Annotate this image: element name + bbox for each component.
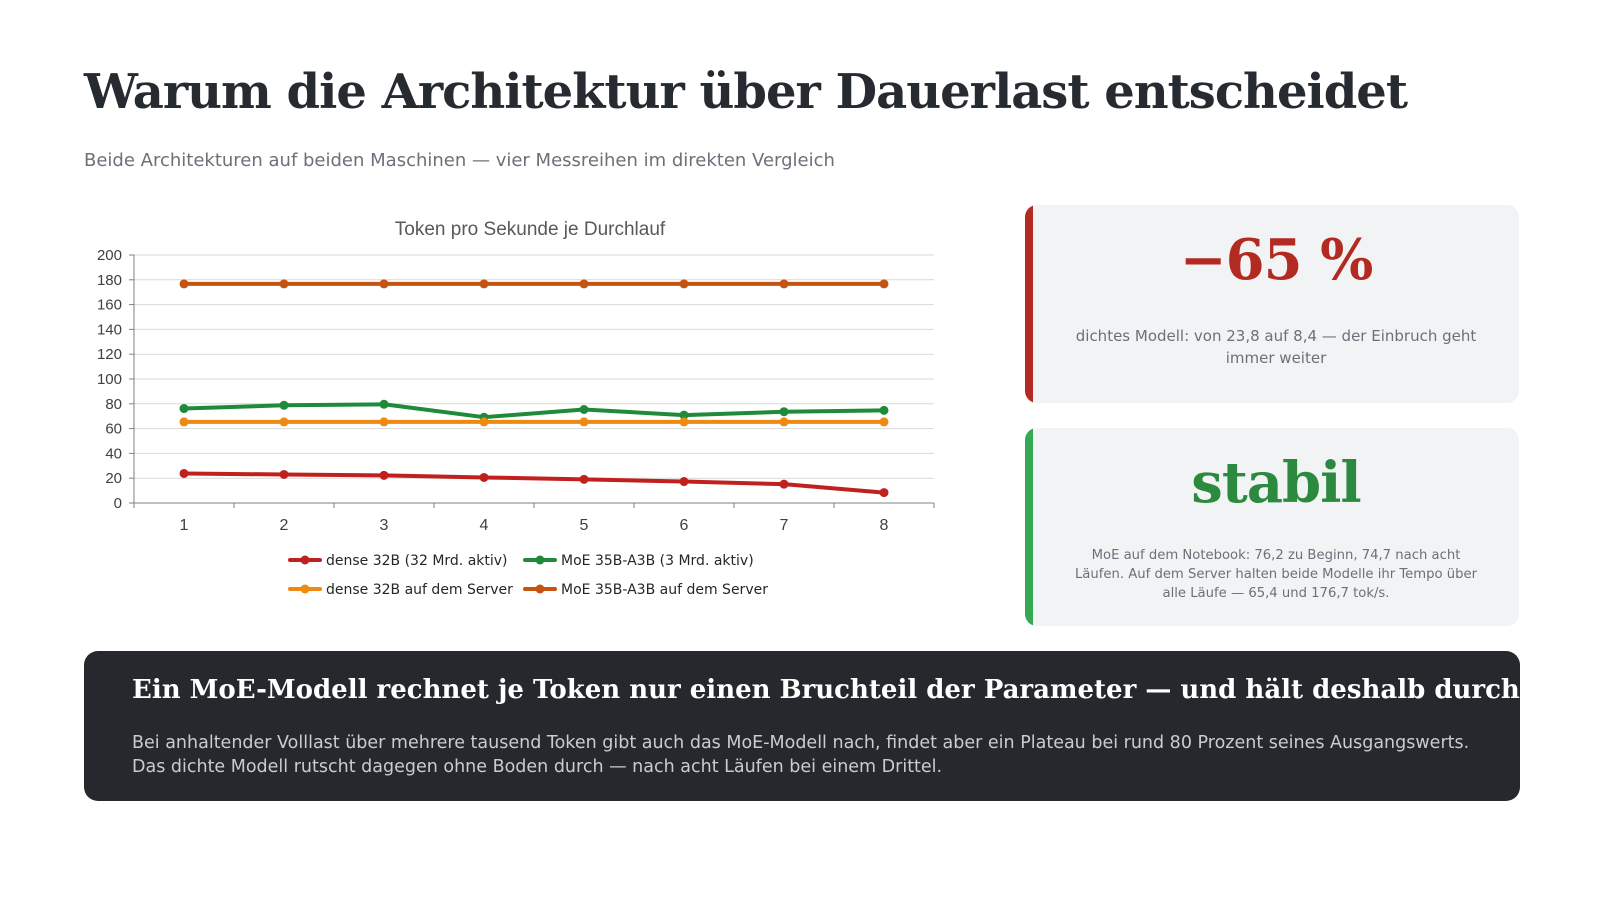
data-point <box>279 417 289 427</box>
data-point <box>379 470 389 480</box>
x-tick-label: 2 <box>280 517 289 534</box>
data-point <box>179 468 189 478</box>
x-tick-label: 3 <box>380 517 389 534</box>
data-point <box>779 479 789 489</box>
y-tick-label: 100 <box>97 371 122 388</box>
data-point <box>379 417 389 427</box>
legend-swatch-marker <box>535 584 545 594</box>
legend-label: MoE 35B-A3B (3 Mrd. aktiv) <box>561 553 754 569</box>
stat-card-moe-stable: stabil MoE auf dem Notebook: 76,2 zu Beg… <box>1025 428 1519 626</box>
series-1 <box>179 468 889 498</box>
data-point <box>479 279 489 289</box>
chart-svg: Token pro Sekunde je Durchlauf 0 20 40 60 80… <box>97 219 935 598</box>
series-line <box>182 402 886 420</box>
series-2 <box>179 399 889 422</box>
data-point <box>279 469 289 479</box>
y-tick-label: 160 <box>97 297 122 314</box>
data-point <box>879 417 889 427</box>
legend-item: dense 32B auf dem Server <box>288 582 513 598</box>
y-tick-label: 0 <box>114 495 122 512</box>
x-tick-label: 7 <box>780 517 789 534</box>
x-tick-label: 5 <box>580 517 589 534</box>
data-point <box>679 410 689 420</box>
legend-label: MoE 35B-A3B auf dem Server <box>561 582 768 598</box>
conclusion-banner: Ein MoE-Modell rechnet je Token nur eine… <box>84 651 1529 801</box>
data-point <box>279 400 289 410</box>
y-tick-label: 180 <box>97 272 122 289</box>
series-line <box>182 471 886 495</box>
legend-swatch-marker <box>300 584 310 594</box>
stat-value: −65 % <box>1179 227 1374 293</box>
x-tick-label: 8 <box>880 517 889 534</box>
chart-legend: dense 32B (32 Mrd. aktiv) MoE 35B-A3B (3 … <box>288 553 768 598</box>
data-point <box>479 472 489 482</box>
data-point <box>579 279 589 289</box>
series-3 <box>179 417 889 427</box>
y-tick-label: 40 <box>105 445 122 462</box>
data-point <box>279 279 289 289</box>
page-subtitle: Beide Architekturen auf beiden Maschinen… <box>84 150 835 171</box>
chart-axes: 0 20 40 60 80 100 120 140 160 180 200 1 2 3 4 5 6 7 8 <box>97 247 935 534</box>
stat-description: dichtes Modell: von 23,8 auf 8,4 — der E… <box>1075 327 1477 367</box>
card-accent-bar <box>1025 205 1033 403</box>
stat-value: stabil <box>1191 450 1361 516</box>
legend-item: MoE 35B-A3B (3 Mrd. aktiv) <box>523 553 754 569</box>
chart-title: Token pro Sekunde je Durchlauf <box>395 219 666 240</box>
y-tick-label: 60 <box>105 421 122 438</box>
chart-series <box>179 279 889 498</box>
line-chart: Token pro Sekunde je Durchlauf 0 20 40 60 80… <box>84 205 984 625</box>
stat-card-dense-drop: −65 % dichtes Modell: von 23,8 auf 8,4 —… <box>1025 205 1519 403</box>
banner-text: Bei anhaltender Volllast über mehrere ta… <box>132 733 1470 777</box>
legend-item: dense 32B (32 Mrd. aktiv) <box>288 553 508 569</box>
x-tick-label: 4 <box>480 517 489 534</box>
legend-item: MoE 35B-A3B auf dem Server <box>523 582 768 598</box>
legend-swatch-marker <box>535 555 545 565</box>
legend-label: dense 32B auf dem Server <box>326 582 513 598</box>
data-point <box>779 279 789 289</box>
data-point <box>879 279 889 289</box>
y-tick-label: 120 <box>97 346 122 363</box>
series-4 <box>179 279 889 289</box>
x-tick-label: 1 <box>180 517 189 534</box>
y-tick-label: 140 <box>97 321 122 338</box>
data-point <box>179 279 189 289</box>
data-point <box>379 399 389 409</box>
y-tick-label: 80 <box>105 396 122 413</box>
data-point <box>879 488 889 498</box>
page-title: Warum die Architektur über Dauerlast ent… <box>84 64 1408 120</box>
y-tick-label: 20 <box>105 470 122 487</box>
data-point <box>779 417 789 427</box>
data-point <box>579 417 589 427</box>
legend-label: dense 32B (32 Mrd. aktiv) <box>326 553 508 569</box>
data-point <box>579 405 589 415</box>
data-point <box>879 405 889 415</box>
data-point <box>379 279 389 289</box>
data-point <box>179 417 189 427</box>
data-point <box>179 404 189 414</box>
data-point <box>679 279 689 289</box>
data-point <box>579 474 589 484</box>
legend-swatch-marker <box>300 555 310 565</box>
data-point <box>779 407 789 417</box>
data-point <box>679 417 689 427</box>
banner-title: Ein MoE-Modell rechnet je Token nur eine… <box>132 675 1529 705</box>
data-point <box>479 417 489 427</box>
data-point <box>679 477 689 487</box>
card-accent-bar <box>1025 428 1033 626</box>
x-tick-label: 6 <box>680 517 689 534</box>
stat-description: MoE auf dem Notebook: 76,2 zu Beginn, 74… <box>1074 548 1478 601</box>
chart-grid <box>134 254 934 479</box>
y-tick-label: 200 <box>97 247 122 264</box>
